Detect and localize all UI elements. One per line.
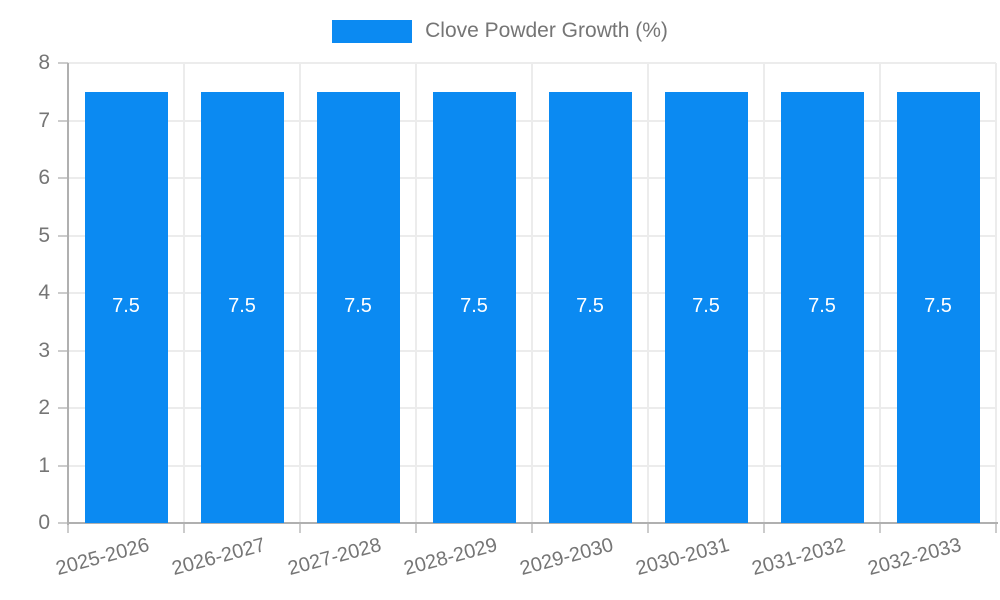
bar[interactable] <box>432 91 516 523</box>
bar[interactable] <box>896 91 980 523</box>
v-gridline <box>531 63 533 523</box>
v-gridline <box>299 63 301 523</box>
y-axis-label: 0 <box>38 511 50 534</box>
legend[interactable]: Clove Powder Growth (%) <box>0 19 1000 43</box>
x-axis-tick <box>531 523 533 533</box>
bar[interactable] <box>316 91 400 523</box>
y-axis-label: 4 <box>38 281 50 304</box>
x-axis-tick <box>299 523 301 533</box>
y-axis-label: 7 <box>38 108 50 132</box>
bar[interactable] <box>664 91 748 523</box>
legend-label: Clove Powder Growth (%) <box>425 19 668 42</box>
y-axis-label: 8 <box>38 51 50 74</box>
y-axis-tick <box>58 464 68 467</box>
y-axis-tick <box>58 407 68 409</box>
y-axis-tick <box>58 349 68 352</box>
x-axis-tick <box>647 523 649 533</box>
y-axis-tick <box>58 522 68 524</box>
y-axis-tick <box>58 177 68 179</box>
y-axis-label: 1 <box>38 453 50 477</box>
y-axis-label: 2 <box>38 396 50 419</box>
x-axis-tick <box>183 523 185 533</box>
bar[interactable] <box>548 91 632 523</box>
x-axis-tick <box>879 523 881 533</box>
legend-swatch <box>332 19 413 43</box>
bar[interactable] <box>84 91 168 523</box>
y-axis-tick <box>58 234 68 237</box>
bar[interactable] <box>780 91 864 523</box>
v-gridline <box>879 63 881 523</box>
v-gridline <box>183 63 185 523</box>
y-axis-label: 3 <box>38 338 50 362</box>
y-axis-tick <box>58 292 68 294</box>
x-axis-tick <box>415 523 417 533</box>
y-axis-label: 6 <box>38 166 50 189</box>
y-axis-line <box>67 63 69 525</box>
y-axis-label: 5 <box>38 223 50 247</box>
x-axis-tick <box>995 523 997 533</box>
x-axis-line <box>68 522 998 524</box>
x-axis-tick <box>67 523 69 533</box>
y-axis-tick <box>58 62 68 64</box>
v-gridline <box>415 63 417 523</box>
x-axis-tick <box>763 523 765 533</box>
v-gridline <box>647 63 649 523</box>
v-gridline <box>763 63 765 523</box>
y-axis-tick <box>58 119 68 122</box>
bar[interactable] <box>200 91 284 523</box>
v-gridline <box>995 63 997 523</box>
